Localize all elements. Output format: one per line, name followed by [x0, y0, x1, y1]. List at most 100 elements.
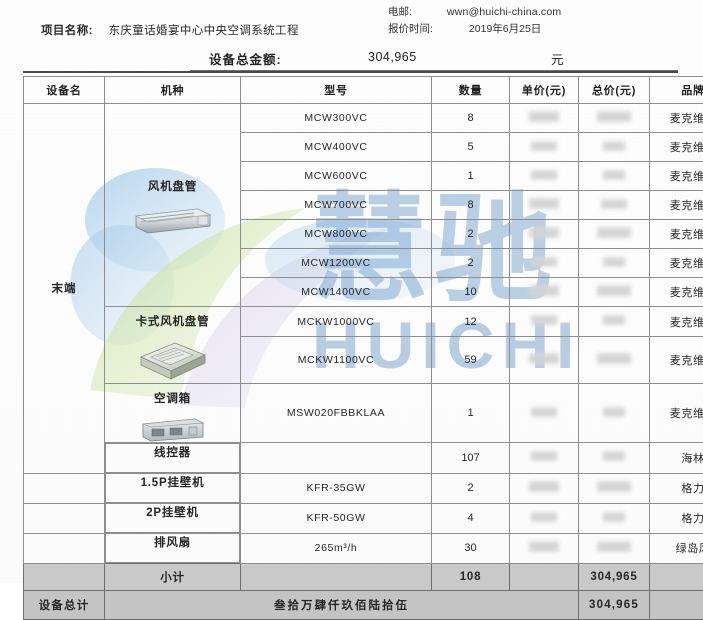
quantity-cell: 8 — [432, 104, 510, 133]
cassette-fan-coil-unit-photo — [135, 339, 211, 383]
brand-cell: 格力 — [650, 503, 703, 533]
quantity-cell: 1 — [432, 162, 510, 191]
quantity-cell: 1 — [432, 384, 510, 443]
redacted-value — [597, 285, 631, 296]
unit-price-cell — [510, 278, 579, 307]
redacted-value — [603, 451, 625, 461]
table-row: 排风扇 265m³/h 30 绿岛风 — [24, 533, 703, 564]
grand-total-amount-in-words-cell: 叁拾万肆仟玖佰陆拾伍 — [105, 591, 579, 620]
unit-price-cell — [510, 162, 579, 191]
machine-type-label: 卡式风机盘管 — [136, 313, 210, 329]
model-cell: KFR-50GW — [241, 503, 432, 533]
model-cell: KFR-35GW — [241, 473, 432, 503]
total-price-cell — [579, 533, 650, 564]
redacted-value — [531, 512, 557, 522]
project-name-label: 项目名称: — [41, 25, 93, 37]
quantity-cell: 2 — [432, 220, 510, 249]
redacted-value — [601, 199, 627, 209]
model-cell: 265m³/h — [241, 533, 432, 564]
quantity-cell: 59 — [432, 337, 510, 384]
equipment-quote-table: 设备名 机种 型号 数量 单价(元) 总价(元) 品牌 末端 风机盘管 — [23, 76, 703, 620]
unit-price-cell — [510, 307, 579, 337]
subtotal-brand-cell — [650, 564, 703, 591]
document-page: 项目名称: 东庆童话婚宴中心中央空调系统工程 电邮: wwn@huichi-ch… — [0, 0, 703, 583]
machine-type-cell-ahu: 空调箱 — [105, 384, 241, 443]
column-header-brand: 品牌 — [650, 77, 703, 104]
machine-type-cell-fan-coil: 风机盘管 — [105, 104, 241, 307]
model-cell: MCKW1000VC — [241, 307, 432, 337]
unit-price-cell — [510, 503, 579, 533]
subtotal-label-cell: 小计 — [105, 564, 241, 591]
quote-date-label: 报价时间: — [388, 21, 444, 38]
redacted-value — [597, 111, 631, 122]
model-cell: MCKW1100VC — [241, 337, 432, 384]
brand-cell: 麦克维尔 — [650, 337, 703, 384]
total-price-cell — [579, 384, 650, 443]
quantity-cell: 2 — [432, 473, 510, 503]
unit-price-cell — [510, 443, 579, 474]
email-value: wwn@huichi-china.com — [447, 6, 561, 18]
machine-type-cell: 排风扇 — [105, 533, 240, 563]
device-cell-empty — [24, 473, 105, 503]
total-amount-band: 设备总金额: 304,965 元 — [23, 46, 678, 72]
unit-price-cell — [510, 473, 579, 503]
unit-price-cell — [510, 191, 579, 220]
quote-date-line: 报价时间: 2019年6月25日 — [388, 21, 561, 38]
total-price-cell — [579, 133, 650, 162]
table-row: 2P挂壁机 KFR-50GW 4 格力 — [24, 503, 703, 533]
redacted-value — [531, 170, 557, 180]
quantity-cell: 10 — [432, 278, 510, 307]
total-price-cell — [579, 337, 650, 384]
redacted-value — [529, 198, 559, 209]
device-cell-empty — [24, 533, 105, 564]
total-price-cell — [579, 307, 650, 337]
redacted-value — [603, 512, 625, 522]
redacted-value — [603, 170, 625, 180]
brand-cell: 格力 — [650, 473, 703, 503]
contact-info-block: 电邮: wwn@huichi-china.com 报价时间: 2019年6月25… — [388, 4, 561, 38]
quantity-cell: 4 — [432, 503, 510, 533]
redacted-value — [531, 257, 557, 267]
unit-price-cell — [510, 133, 579, 162]
brand-cell: 绿岛风 — [650, 533, 703, 564]
grand-total-label-cell: 设备总计 — [24, 591, 105, 620]
subtotal-model-cell — [241, 564, 432, 591]
document-header: 项目名称: 东庆童话婚宴中心中央空调系统工程 电邮: wwn@huichi-ch… — [0, 0, 703, 44]
model-cell — [241, 443, 432, 474]
project-name-line: 项目名称: 东庆童话婚宴中心中央空调系统工程 — [41, 22, 299, 38]
machine-type-label: 空调箱 — [154, 390, 191, 406]
total-price-cell — [579, 249, 650, 278]
subtotal-row: 小计 108 304,965 — [24, 564, 703, 591]
machine-type-cell: 2P挂壁机 — [105, 503, 240, 533]
quantity-cell: 5 — [432, 133, 510, 162]
redacted-value — [603, 315, 625, 325]
redacted-value — [597, 227, 631, 238]
brand-cell: 麦克维尔 — [650, 278, 703, 307]
brand-cell: 麦克维尔 — [650, 191, 703, 220]
table-header-row: 设备名 机种 型号 数量 单价(元) 总价(元) 品牌 — [24, 77, 703, 104]
redacted-value — [603, 257, 625, 267]
subtotal-quantity-cell: 108 — [432, 564, 510, 591]
subtotal-total-price-cell: 304,965 — [579, 564, 650, 591]
air-handling-unit-photo — [139, 416, 207, 442]
redacted-value — [597, 541, 631, 552]
machine-type-cell-cassette: 卡式风机盘管 — [105, 307, 241, 384]
model-cell: MCW600VC — [241, 162, 432, 191]
machine-type-label: 风机盘管 — [148, 178, 197, 194]
total-price-cell — [579, 278, 650, 307]
subtotal-device-cell — [24, 564, 105, 591]
redacted-value — [529, 353, 559, 364]
quantity-cell: 8 — [432, 191, 510, 220]
model-cell: MCW1400VC — [241, 278, 432, 307]
subtotal-unit-price-cell — [510, 564, 579, 591]
amount-band-bottom-rule — [23, 71, 678, 73]
model-cell: MSW020FBBKLAA — [241, 384, 432, 443]
total-price-cell — [579, 191, 650, 220]
table-row: 空调箱 — [24, 384, 703, 443]
column-header-quantity: 数量 — [432, 77, 510, 104]
brand-cell: 麦克维尔 — [650, 220, 703, 249]
unit-price-cell — [510, 337, 579, 384]
column-header-machine-type: 机种 — [105, 77, 241, 104]
brand-cell: 麦克维尔 — [650, 104, 703, 133]
table-row: 线控器 107 海林 — [24, 443, 703, 474]
